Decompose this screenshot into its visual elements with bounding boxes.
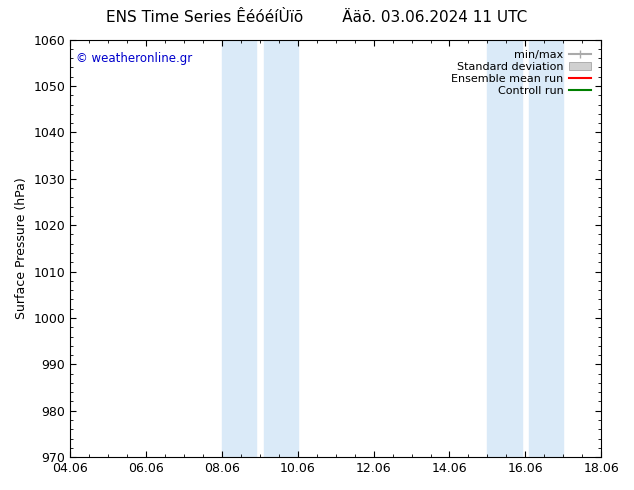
Legend: min/max, Standard deviation, Ensemble mean run, Controll run: min/max, Standard deviation, Ensemble me…	[446, 45, 595, 101]
Bar	[529, 40, 563, 457]
Text: © weatheronline.gr: © weatheronline.gr	[75, 52, 192, 65]
Text: ENS Time Series ÊéóéíÙïõ        Ääõ. 03.06.2024 11 UTC: ENS Time Series ÊéóéíÙïõ Ääõ. 03.06.2024…	[107, 10, 527, 25]
Y-axis label: Surface Pressure (hPa): Surface Pressure (hPa)	[15, 177, 28, 319]
Bar	[264, 40, 298, 457]
Bar	[222, 40, 256, 457]
Bar	[488, 40, 522, 457]
